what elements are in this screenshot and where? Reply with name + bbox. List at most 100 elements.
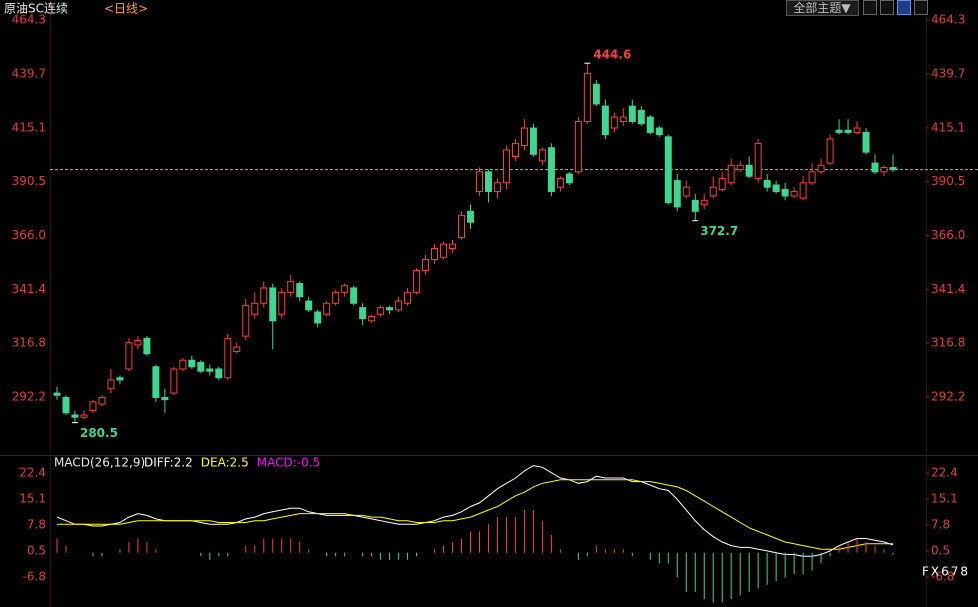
y-tick-label: 15.1: [19, 491, 46, 505]
candle-body: [395, 300, 403, 311]
candle-body: [736, 164, 744, 171]
theme-button-bg[interactable]: [786, 0, 859, 16]
y-tick-label: 15.1: [931, 491, 958, 505]
candle-body: [80, 414, 88, 418]
candle-body: [215, 368, 223, 379]
y-tick-label: 366.0: [12, 228, 46, 242]
candle-body: [278, 291, 286, 315]
legend-entry: DEA:2.5: [201, 456, 249, 470]
candle-body: [790, 191, 798, 197]
candle-body: [440, 243, 448, 258]
candle-body: [53, 392, 61, 396]
candle-body: [152, 366, 160, 398]
candle-body: [467, 210, 475, 223]
period-selector[interactable]: <日线>: [104, 2, 148, 16]
candle-body: [475, 171, 483, 193]
low-annotation: 372.7: [700, 224, 738, 238]
y-tick-label: 415.1: [12, 120, 46, 134]
candle-body: [718, 177, 726, 190]
y-tick-label: 22.4: [19, 466, 46, 480]
candle-body: [772, 184, 780, 193]
y-tick-label: 0.5: [27, 543, 46, 557]
candle-body: [511, 142, 519, 158]
candle-body: [880, 166, 888, 173]
candle-body: [242, 304, 250, 337]
candle-body: [422, 258, 430, 271]
candle-body: [431, 248, 439, 260]
icon-button[interactable]: [863, 0, 877, 15]
candle-body: [754, 142, 762, 179]
candle-body: [161, 396, 169, 401]
candle-body: [673, 180, 681, 208]
candle-body: [637, 110, 645, 125]
candle-body: [664, 136, 672, 204]
candle-body: [502, 149, 510, 184]
candle-body: [538, 149, 546, 162]
candle-body: [98, 396, 106, 405]
y-tick-label: 366.0: [931, 228, 965, 242]
candle-body: [107, 379, 115, 390]
candle-body: [871, 162, 879, 173]
y-tick-label: 464.3: [12, 13, 46, 27]
theme-button[interactable]: 全部主题▼: [793, 0, 851, 15]
candle-body: [799, 182, 807, 199]
candle-body: [413, 269, 421, 293]
candle-body: [359, 307, 367, 320]
candle-body: [134, 340, 142, 346]
y-tick-label: -6.8: [23, 569, 46, 583]
y-tick-label: 7.8: [931, 517, 950, 531]
macd-title: MACD(26,12,9): [54, 456, 145, 470]
candle-body: [781, 188, 789, 197]
icon-button[interactable]: [897, 0, 911, 15]
candle-body: [520, 127, 528, 147]
y-tick-label: 415.1: [931, 120, 965, 134]
y-tick-label: 7.8: [27, 517, 46, 531]
macd-line: [56, 465, 894, 557]
candle-body: [655, 127, 663, 136]
candle-body: [808, 171, 816, 184]
candle-body: [143, 337, 151, 355]
icon-button[interactable]: [880, 0, 894, 15]
macd-legend: DIFF:2.2 DEA:2.5 MACD:-0.5: [144, 456, 320, 470]
y-tick-label: 390.5: [931, 174, 965, 188]
icon-button[interactable]: [914, 0, 928, 15]
candle-body: [260, 287, 268, 304]
candle-body: [206, 368, 214, 372]
candle-body: [619, 116, 627, 122]
candle-body: [529, 127, 537, 155]
macd-line: [57, 479, 893, 550]
candle-body: [71, 414, 79, 418]
candle-body: [889, 166, 897, 171]
y-tick-label: 341.4: [12, 282, 46, 296]
candle-body: [556, 177, 564, 188]
candle-body: [484, 171, 492, 193]
candle-body: [610, 116, 618, 129]
candle-body: [179, 359, 187, 370]
candle-body: [197, 361, 205, 372]
candle-body: [62, 396, 70, 414]
candle-body: [853, 127, 861, 133]
candle-body: [691, 199, 699, 212]
high-annotation: 444.6: [593, 48, 631, 62]
y-tick-label: 390.5: [12, 174, 46, 188]
candle-body: [700, 199, 708, 206]
candle-body: [116, 377, 124, 381]
y-tick-label: 341.4: [931, 282, 965, 296]
candle-body: [368, 315, 376, 322]
candle-body: [826, 138, 834, 164]
legend-entry: MACD:-0.5: [257, 456, 320, 470]
candle-body: [565, 173, 573, 184]
candle-body: [269, 287, 277, 322]
y-tick-label: -6.8: [931, 569, 954, 583]
candle-body: [458, 215, 466, 239]
y-tick-label: 316.8: [931, 336, 965, 350]
candle-body: [646, 116, 654, 133]
candle-body: [89, 401, 97, 412]
candle-body: [628, 105, 636, 122]
candle-body: [125, 342, 133, 370]
y-tick-label: 464.3: [931, 13, 965, 27]
candle-body: [682, 186, 690, 197]
candle-body: [188, 359, 196, 368]
